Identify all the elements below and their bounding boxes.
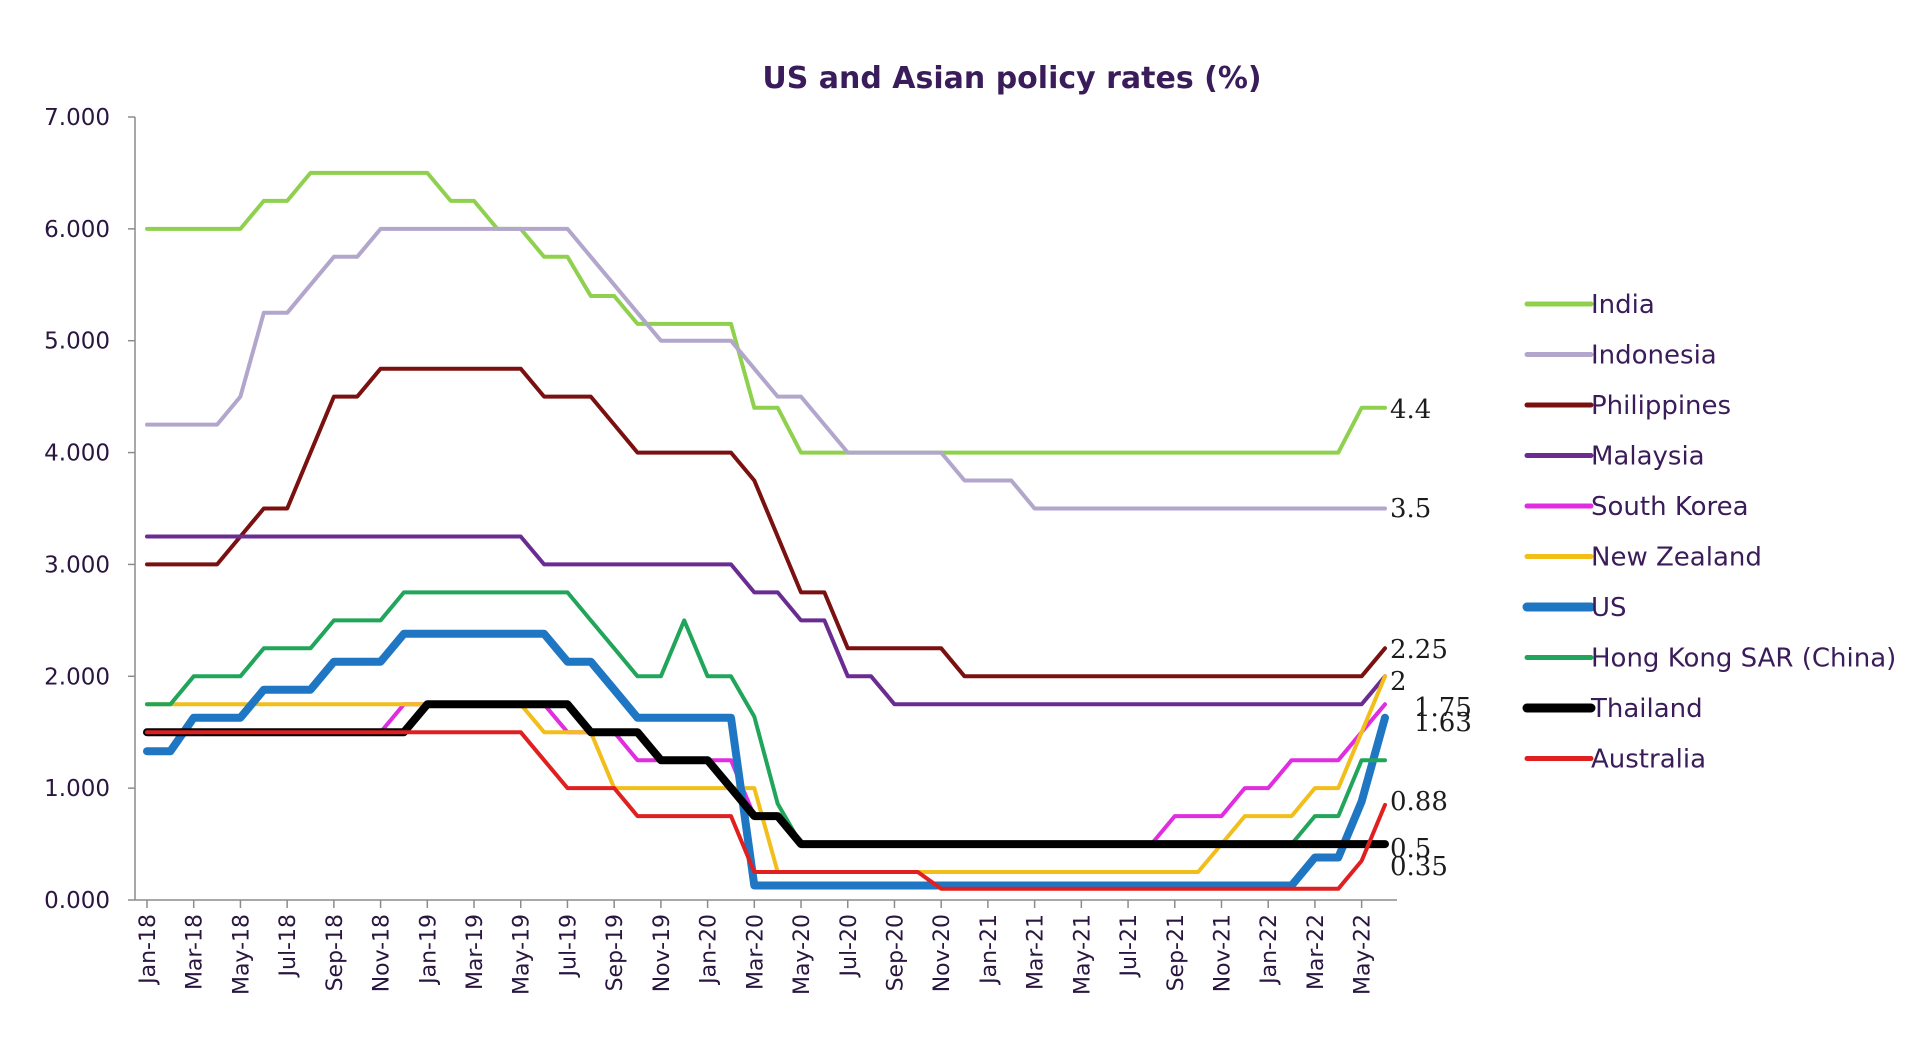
series-line-hong-kong-sar-china [145,590,1387,847]
series-line-us [143,629,1389,890]
legend-label: Philippines [1591,391,1731,421]
y-tick-label: 6.000 [44,217,110,243]
x-tick-label: Mar-18 [183,914,208,990]
legend-label: Thailand [1590,694,1703,724]
series-line-new-zealand [145,674,1387,874]
x-tick-label: Mar-22 [1304,914,1329,990]
end-label: 0.35 [1390,852,1448,882]
x-tick-label: Mar-20 [743,914,768,990]
x-tick-label: Sep-18 [323,914,348,991]
y-tick-label: 5.000 [44,329,110,355]
legend-label: New Zealand [1591,543,1762,573]
x-tick-label: Jan-21 [977,914,1002,986]
x-tick-label: Jan-20 [697,914,722,986]
y-tick-label: 3.000 [44,552,110,578]
x-tick-label: Jul-18 [276,914,301,978]
y-tick-label: 7.000 [44,105,110,131]
x-tick-label: Sep-19 [603,914,628,991]
series-line-malaysia [145,534,1387,707]
x-axis: Jan-18 Mar-18 May-18 Jul-18 Sep-18 Nov-18 Jan-… [135,899,1397,995]
legend-label: South Korea [1591,492,1749,522]
x-tick-label: Sep-21 [1164,914,1189,991]
end-label: 0.5 [1390,834,1431,864]
legend-label: Australia [1591,745,1706,775]
y-tick-label: 2.000 [44,664,110,690]
series-line-indonesia [145,226,1387,511]
x-tick-label: Nov-21 [1210,914,1235,992]
y-tick-label: 0.000 [44,888,110,914]
x-tick-label: May-22 [1351,914,1376,995]
x-tick-label: Jul-20 [837,914,862,978]
end-label: 2.25 [1390,635,1448,665]
x-tick-label: Mar-21 [1024,914,1049,990]
y-axis: 0.000 1.000 2.000 3.000 4.000 5.000 6.000 7.000 [44,105,136,914]
x-tick-label: Nov-19 [650,914,675,992]
y-tick-label: 4.000 [44,441,110,467]
x-tick-label: Nov-18 [370,914,395,992]
x-tick-label: Jul-21 [1117,914,1142,978]
end-label: 3.5 [1390,494,1431,524]
x-tick-label: Nov-20 [930,914,955,992]
legend-label: Hong Kong SAR (China) [1591,644,1896,674]
legend-label: Indonesia [1591,341,1717,371]
series-line-australia [145,730,1387,891]
series-line-philippines [145,366,1387,679]
end-label: 1.75 [1414,693,1472,723]
series-line-india [145,170,1387,455]
x-tick-label: Jan-22 [1257,914,1282,986]
x-tick-label: Sep-20 [883,914,908,991]
x-tick-label: Mar-19 [463,914,488,990]
x-tick-label: May-20 [790,914,815,995]
legend-label: Malaysia [1591,442,1705,472]
x-tick-label: May-19 [510,914,535,995]
x-tick-label: Jan-18 [136,914,161,986]
legend: India Indonesia Philippines Malaysia South K… [1522,290,1896,775]
x-tick-label: Jul-19 [556,914,581,978]
legend-label: India [1591,290,1655,320]
legend-label: US [1591,593,1627,623]
end-label: 1.63 [1414,708,1472,738]
series-layer [143,170,1389,891]
chart-title: US and Asian policy rates (%) [762,61,1261,96]
x-tick-label: May-18 [229,914,254,995]
annotation-label: 0.88 [1390,787,1448,817]
y-tick-label: 1.000 [44,776,110,802]
end-label: 2 [1390,667,1407,697]
x-tick-label: Jan-19 [416,914,441,986]
end-label: 4.4 [1390,395,1431,425]
x-tick-label: May-21 [1070,914,1095,995]
